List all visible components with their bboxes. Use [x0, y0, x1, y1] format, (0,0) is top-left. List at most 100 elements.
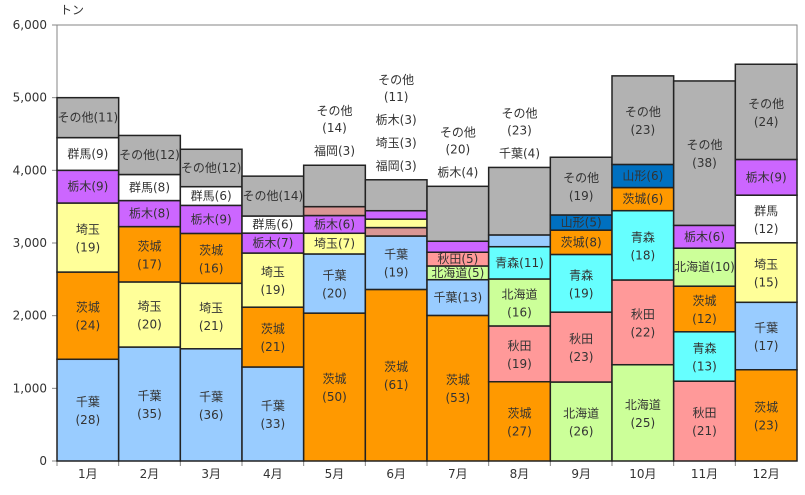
bar-segment: [611, 279, 675, 366]
data-label: その他: [625, 105, 661, 119]
data-label: 茨城(8): [561, 235, 602, 249]
data-label: (21): [692, 424, 717, 438]
y-tick-label: 4,000: [13, 163, 47, 177]
bar-segment: [672, 80, 737, 227]
bar-segment: [672, 247, 737, 287]
data-label: (50): [322, 390, 347, 404]
bar-segment: [549, 311, 613, 383]
data-label: 群馬(9): [67, 147, 108, 161]
data-label: 茨城: [261, 322, 285, 336]
bar-segment: [56, 96, 120, 139]
bar-segment: [56, 202, 120, 273]
data-label: 栃木(9): [746, 170, 787, 184]
data-label: (36): [199, 408, 224, 422]
data-label: 北海道: [625, 397, 661, 412]
data-label: 群馬(6): [191, 189, 232, 203]
bar-segment: [487, 380, 552, 462]
data-label: 栃木(8): [129, 207, 170, 221]
data-label: (17): [754, 339, 779, 353]
data-label: (12): [754, 222, 779, 236]
data-label: 栃木(9): [191, 212, 232, 226]
data-label: その他(12): [119, 148, 180, 162]
bar-segment: [487, 245, 552, 280]
data-label: (22): [631, 325, 656, 339]
data-label: (17): [137, 257, 162, 271]
data-label: 北海道(10): [674, 259, 735, 274]
bar-segment: [734, 368, 798, 462]
bar-segment: [364, 179, 428, 212]
data-label-outside: (23): [507, 123, 532, 137]
data-label: 山形(5): [561, 216, 602, 230]
data-label: (24): [754, 115, 779, 129]
y-tick-label: 0: [39, 454, 47, 468]
data-label-outside: (11): [384, 90, 409, 104]
x-tick-label: 9月: [571, 467, 591, 481]
data-label: 茨城: [384, 360, 408, 374]
bar-segment: [56, 358, 120, 462]
bar-segment: [364, 235, 428, 291]
data-label: 茨城: [507, 406, 531, 420]
data-label: (23): [631, 123, 656, 137]
data-label: 群馬(6): [252, 218, 293, 232]
bar-segment: [426, 185, 490, 243]
data-label-outside: (14): [322, 121, 347, 135]
y-tick-label: 1,000: [13, 381, 47, 395]
bar-segment: [302, 164, 367, 208]
data-label: 秋田: [631, 307, 655, 321]
data-label: 千葉(13): [434, 291, 483, 305]
unit-label: トン: [60, 3, 84, 17]
data-label: (19): [76, 241, 101, 255]
y-tick-label: 5,000: [13, 91, 47, 105]
data-label: (19): [261, 283, 286, 297]
bar-segment: [179, 148, 243, 188]
x-tick-label: 8月: [510, 467, 530, 481]
bar-segment: [117, 199, 182, 228]
bar-segment: [734, 63, 798, 161]
data-label: 埼玉(7): [314, 237, 355, 251]
x-tick-label: 4月: [263, 467, 283, 481]
x-tick-label: 11月: [691, 467, 718, 481]
data-label: 茨城: [137, 239, 161, 253]
bar-segment: [734, 301, 798, 371]
data-label: 北海道(5): [431, 265, 484, 280]
bar-segment: [549, 156, 613, 216]
data-label: (18): [631, 248, 656, 262]
data-label: (16): [507, 305, 532, 319]
bar-segment: [302, 312, 367, 462]
data-label: その他: [748, 97, 784, 111]
data-label-outside: 栃木(3): [376, 113, 417, 127]
data-label-outside: 栃木(4): [437, 165, 478, 179]
data-label: 茨城: [692, 294, 716, 308]
data-label: (27): [507, 424, 532, 438]
bar-segment: [241, 175, 305, 217]
data-label: 埼玉: [754, 258, 778, 272]
bar-segment: [549, 229, 613, 256]
x-tick-label: 5月: [325, 467, 345, 481]
data-label: (20): [322, 287, 347, 301]
data-label: 群馬(8): [129, 181, 170, 195]
data-label: (26): [569, 425, 594, 439]
data-label: (24): [76, 319, 101, 333]
bar-segment: [241, 366, 305, 462]
data-label: 埼玉: [76, 223, 100, 237]
data-label: (19): [507, 357, 532, 371]
bar-segment: [241, 252, 305, 308]
data-label: 栃木(6): [684, 230, 725, 244]
bar-segment: [672, 331, 737, 382]
data-label: 青森: [631, 229, 655, 244]
bar-segment: [672, 380, 737, 462]
data-label: 埼玉: [199, 301, 223, 315]
data-label: 群馬: [754, 204, 778, 218]
x-tick-label: 10月: [629, 467, 656, 481]
bar-segment: [364, 209, 428, 220]
y-tick-label: 2,000: [13, 309, 47, 323]
data-label: (23): [569, 350, 594, 364]
data-label: 埼玉: [137, 300, 161, 314]
data-label: 茨城: [76, 301, 100, 315]
data-label-outside: (20): [446, 142, 471, 156]
data-label-outside: その他: [378, 73, 414, 87]
data-label: 千葉: [76, 395, 100, 409]
bar-segment: [549, 381, 613, 462]
bar-segment: [117, 134, 182, 176]
